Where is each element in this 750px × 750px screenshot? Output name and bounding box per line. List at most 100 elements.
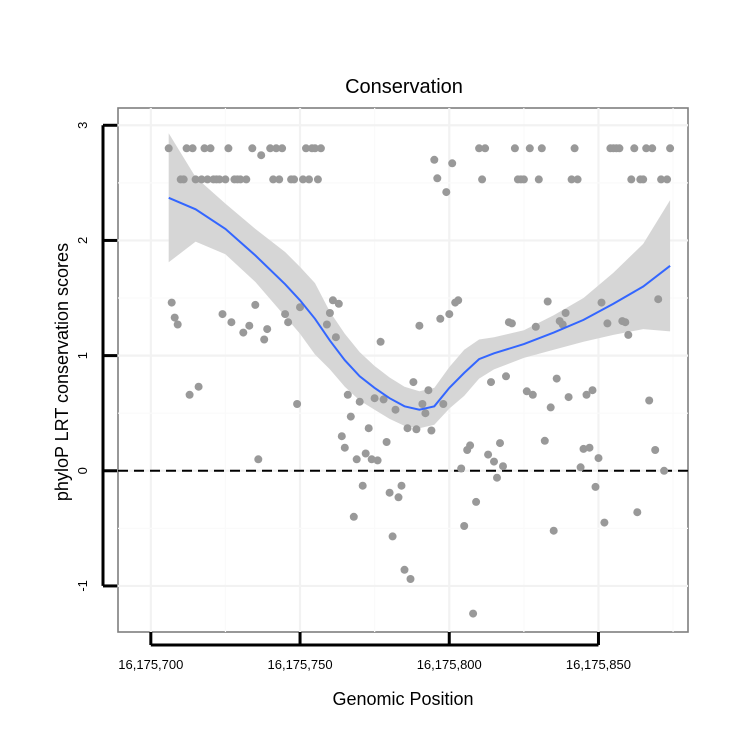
data-point (334, 299, 343, 308)
data-point (597, 298, 606, 307)
data-point (251, 300, 260, 309)
data-point (600, 518, 609, 527)
data-point (475, 144, 484, 153)
data-point (382, 438, 391, 446)
data-point (418, 400, 427, 408)
data-point (642, 144, 651, 153)
data-point (594, 454, 603, 463)
data-point (552, 374, 561, 383)
data-point (239, 328, 248, 337)
data-point (173, 320, 182, 329)
data-point (502, 372, 510, 381)
data-point (278, 144, 287, 153)
x-axis-label: Genomic Position (332, 689, 473, 709)
data-point (343, 390, 352, 399)
data-point (624, 330, 633, 339)
data-point (400, 565, 409, 574)
data-point (561, 309, 570, 317)
data-point (531, 322, 540, 331)
data-point (454, 296, 463, 305)
data-point (567, 175, 576, 184)
data-point (290, 175, 299, 184)
data-point (558, 320, 567, 329)
data-point (630, 144, 639, 153)
smooth-trend-line (168, 196, 671, 411)
data-point (639, 175, 648, 184)
data-point (200, 144, 209, 153)
data-point (322, 320, 331, 329)
data-point (481, 144, 490, 153)
data-point (191, 175, 200, 184)
data-point (316, 144, 325, 153)
data-point (355, 397, 364, 406)
data-points (164, 144, 675, 618)
data-point (302, 144, 310, 153)
data-point (663, 175, 672, 184)
data-point (325, 309, 334, 317)
data-point (469, 609, 478, 618)
confidence-band (168, 133, 671, 429)
data-point (472, 497, 481, 506)
data-point (439, 400, 448, 408)
data-point (311, 144, 319, 153)
data-point (257, 151, 266, 160)
data-point (224, 144, 233, 153)
data-point (373, 456, 382, 465)
data-point (203, 175, 212, 184)
data-point (415, 321, 424, 330)
data-point (421, 409, 430, 418)
data-point (543, 297, 552, 306)
data-point (436, 314, 445, 323)
data-point (615, 144, 624, 153)
data-point (263, 325, 272, 334)
grid-lines (118, 108, 688, 632)
data-point (346, 412, 355, 421)
data-point (182, 144, 191, 153)
data-point (296, 303, 304, 312)
data-point (588, 386, 597, 395)
data-point (337, 432, 346, 441)
data-point (496, 439, 504, 448)
data-point (648, 144, 657, 153)
data-point (188, 144, 197, 153)
data-point (361, 449, 370, 458)
data-point (666, 144, 675, 153)
y-tick-label: 0 (75, 467, 90, 474)
data-point (284, 318, 293, 327)
data-point (582, 390, 591, 399)
data-point (448, 159, 457, 168)
data-point (633, 508, 642, 517)
y-axis: -1 0 1 2 3 (75, 122, 117, 592)
data-point (510, 144, 519, 153)
data-point (442, 188, 451, 197)
data-point (409, 378, 418, 387)
data-point (248, 144, 257, 153)
data-point (340, 443, 349, 452)
data-point (573, 175, 582, 184)
data-point (370, 394, 379, 403)
data-point (170, 313, 179, 322)
x-axis: 16,175,700 16,175,750 16,175,800 16,175,850 (118, 632, 631, 672)
y-tick-label: 2 (75, 237, 90, 244)
data-point (299, 175, 307, 184)
data-point (388, 532, 397, 541)
data-point (528, 390, 537, 399)
data-point (379, 395, 388, 404)
data-point (627, 175, 636, 184)
data-point (272, 144, 281, 153)
x-tick-label: 16,175,850 (566, 657, 631, 672)
data-point (281, 310, 290, 319)
data-point (397, 481, 406, 490)
data-point (167, 298, 176, 307)
data-point (260, 335, 269, 344)
data-point (275, 175, 284, 184)
data-point (579, 444, 588, 453)
data-point (197, 175, 206, 184)
data-point (358, 481, 367, 490)
data-point (651, 446, 660, 454)
data-point (406, 575, 415, 583)
data-point (242, 175, 251, 184)
data-point (376, 337, 385, 346)
data-point (328, 296, 337, 305)
data-point (164, 144, 173, 153)
